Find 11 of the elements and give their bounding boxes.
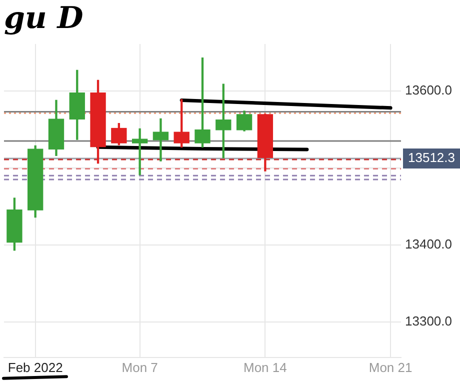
candlestick xyxy=(132,128,148,176)
candlestick xyxy=(152,118,169,162)
x-tick-label: Mon 21 xyxy=(368,360,412,375)
y-tick-label: 13300.0 xyxy=(405,314,452,329)
chart-title: gu D xyxy=(4,0,84,36)
y-tick-label: 13600.0 xyxy=(405,82,452,98)
ref-line-label: 13512.3 xyxy=(408,150,456,166)
y-tick-label: 13400.0 xyxy=(405,236,452,252)
x-tick-label: Feb 2022 xyxy=(8,360,63,375)
x-tick-label: Mon 14 xyxy=(244,360,287,375)
x-tick-label: Mon 7 xyxy=(122,360,158,375)
